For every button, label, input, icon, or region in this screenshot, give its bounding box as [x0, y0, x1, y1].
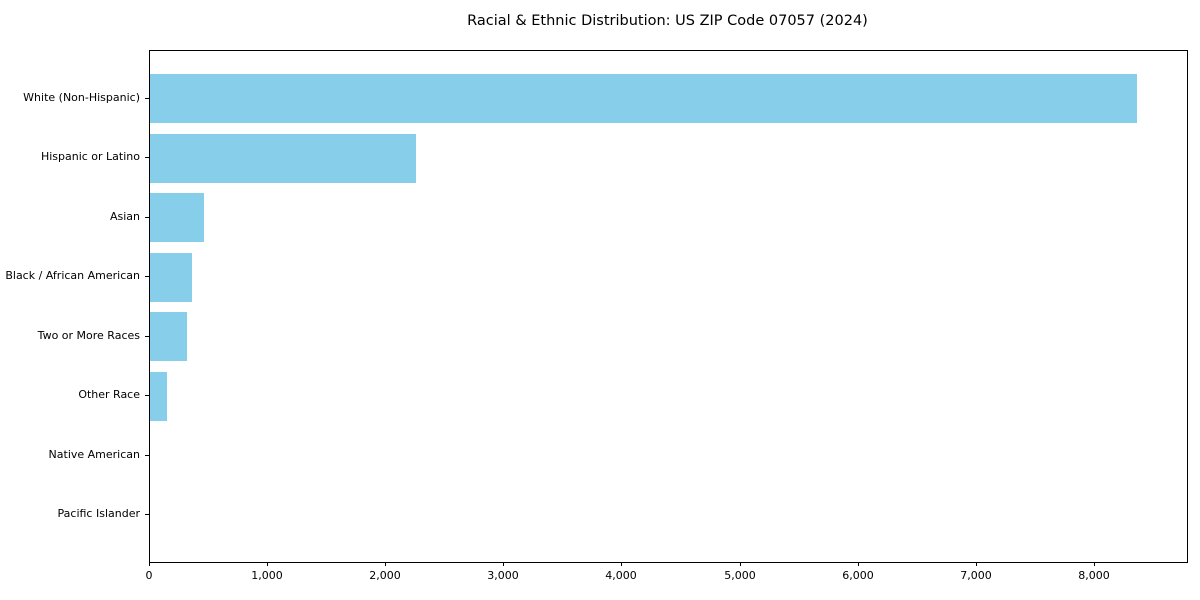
x-axis-label: 1,000: [251, 569, 283, 582]
y-axis-label: Other Race: [78, 388, 140, 401]
bar: [150, 133, 416, 183]
y-axis-label: White (Non-Hispanic): [23, 91, 140, 104]
x-axis-tick: [976, 562, 977, 566]
x-axis-tick: [503, 562, 504, 566]
x-axis-label: 4,000: [605, 569, 637, 582]
y-axis-tick: [145, 98, 149, 99]
y-axis-label: Native American: [48, 448, 140, 461]
y-axis-tick: [145, 514, 149, 515]
x-axis-tick: [621, 562, 622, 566]
bar: [150, 74, 1138, 123]
x-axis-label: 5,000: [724, 569, 756, 582]
x-axis-label: 3,000: [487, 569, 519, 582]
plot-area: [149, 50, 1188, 563]
y-axis-tick: [145, 157, 149, 158]
y-axis-label: Asian: [109, 210, 140, 223]
x-axis-tick: [1094, 562, 1095, 566]
x-axis-label: 7,000: [960, 569, 992, 582]
chart-title: Racial & Ethnic Distribution: US ZIP Cod…: [467, 13, 868, 29]
x-axis-label: 2,000: [369, 569, 401, 582]
x-axis-tick: [740, 562, 741, 566]
x-axis-tick: [267, 562, 268, 566]
y-axis-tick: [145, 395, 149, 396]
y-axis-tick: [145, 276, 149, 277]
y-axis-tick: [145, 217, 149, 218]
y-axis-tick: [145, 455, 149, 456]
y-axis-tick: [145, 336, 149, 337]
bar: [150, 252, 192, 302]
bar: [150, 371, 167, 421]
y-axis-label: Black / African American: [5, 269, 140, 282]
x-axis-tick: [858, 562, 859, 566]
y-axis-label: Hispanic or Latino: [40, 150, 140, 163]
x-axis-label: 6,000: [842, 569, 874, 582]
x-axis-label: 0: [145, 569, 153, 582]
x-axis-tick: [149, 562, 150, 566]
y-axis-label: Two or More Races: [37, 329, 140, 342]
x-axis-tick: [385, 562, 386, 566]
y-axis-label: Pacific Islander: [57, 507, 140, 520]
bar: [150, 312, 188, 361]
x-axis-label: 8,000: [1078, 569, 1110, 582]
bar: [150, 193, 205, 242]
